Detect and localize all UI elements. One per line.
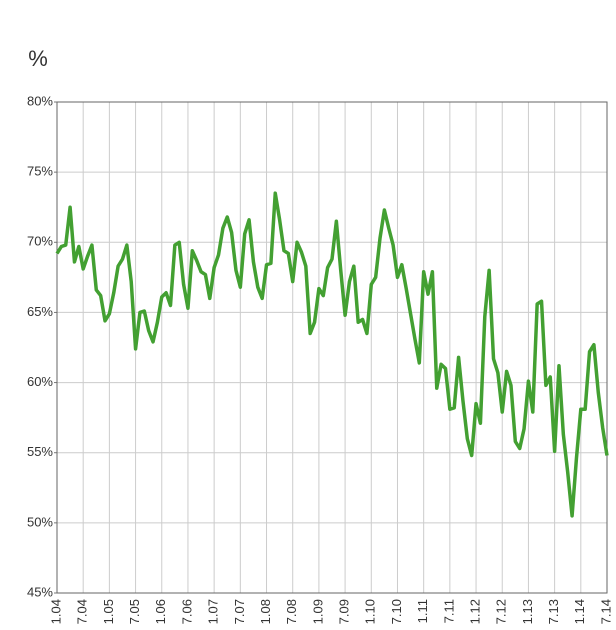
y-tick-label: 70% [27, 234, 53, 249]
x-tick-label: 7.11 [441, 599, 456, 623]
y-tick-label: 50% [27, 514, 53, 529]
x-tick-label: 7.09 [337, 599, 352, 624]
x-tick-label: 7.08 [284, 599, 299, 624]
y-tick-label: 75% [27, 164, 53, 179]
x-tick-label: 7.05 [127, 599, 142, 624]
x-tick-label: 1.08 [258, 599, 273, 624]
x-tick-label: 7.07 [232, 599, 247, 624]
x-tick-label: 7.12 [494, 599, 509, 624]
x-tick-label: 1.11 [415, 599, 430, 623]
x-tick-label: 7.04 [75, 599, 90, 624]
y-axis-unit: % [28, 46, 48, 71]
x-tick-label: 1.04 [48, 599, 63, 624]
x-tick-label: 1.06 [153, 599, 168, 624]
x-tick-label: 1.13 [520, 599, 535, 624]
x-tick-label: 7.10 [389, 599, 404, 624]
y-tick-label: 60% [27, 374, 53, 389]
plot-border [56, 101, 608, 594]
x-tick-label: 7.13 [546, 599, 561, 624]
y-tick-label: 80% [27, 93, 53, 108]
x-tick-label: 1.12 [467, 599, 482, 624]
x-tick-label: 7.06 [179, 599, 194, 624]
x-tick-label: 7.14 [598, 599, 613, 624]
y-tick-label: 45% [27, 584, 53, 599]
x-tick-label: 1.10 [363, 599, 378, 624]
y-tick-label: 55% [27, 444, 53, 459]
x-tick-label: 1.07 [206, 599, 221, 624]
x-tick-label: 1.05 [101, 599, 116, 624]
y-tick-label: 65% [27, 304, 53, 319]
data-line [55, 191, 609, 518]
x-tick-label: 1.14 [572, 599, 587, 624]
x-tick-label: 1.09 [310, 599, 325, 624]
